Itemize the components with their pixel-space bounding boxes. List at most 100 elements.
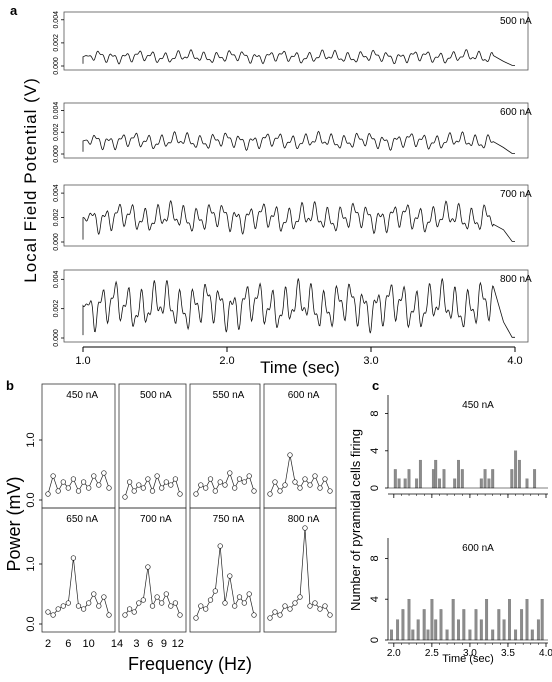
firing-bar bbox=[430, 599, 434, 641]
x-tick-label: 10 bbox=[83, 638, 95, 650]
firing-bar bbox=[457, 619, 460, 641]
y-tick-label: 0.0 bbox=[25, 492, 37, 507]
spectrum-point bbox=[75, 488, 82, 494]
y-tick-label: 0 bbox=[369, 637, 381, 643]
spectrum-point bbox=[267, 491, 273, 497]
firing-bar bbox=[497, 609, 501, 641]
spectrum-point bbox=[149, 603, 156, 609]
x-tick-label: 4.0 bbox=[507, 355, 522, 367]
spectrum-point bbox=[193, 491, 199, 497]
panel-b-xlabel: Frequency (Hz) bbox=[128, 654, 252, 674]
spectrum-point bbox=[154, 594, 160, 600]
firing-bar bbox=[520, 609, 524, 641]
x-tick-label: 3.0 bbox=[463, 648, 477, 659]
spectrum-frame bbox=[41, 507, 116, 633]
firing-bar bbox=[453, 478, 457, 489]
spectrum-point bbox=[154, 473, 160, 479]
y-tick-label: 0.004 bbox=[53, 102, 60, 120]
spectrum-point bbox=[287, 606, 293, 612]
spectrum-point bbox=[222, 482, 228, 488]
firing-bar bbox=[517, 459, 521, 489]
firing-bar bbox=[407, 599, 411, 641]
spectrum-label: 700 nA bbox=[140, 514, 172, 525]
firing-bar bbox=[536, 619, 540, 641]
spectrum-point bbox=[327, 488, 333, 494]
lfp-trace-line bbox=[82, 49, 515, 66]
spectrum-point bbox=[327, 612, 333, 618]
y-tick-label: 8 bbox=[369, 555, 381, 561]
spectrum-point bbox=[282, 603, 288, 609]
spectrum-point bbox=[126, 606, 133, 612]
trace-label: 500 nA bbox=[500, 16, 532, 27]
spectrum-point bbox=[65, 485, 71, 491]
spectrum-point bbox=[246, 473, 252, 479]
spectrum-point bbox=[272, 609, 278, 615]
firing-bar bbox=[474, 609, 478, 641]
spectrum-point bbox=[292, 479, 298, 485]
spectrum-point bbox=[212, 488, 218, 494]
panel-letter-b: b bbox=[6, 378, 14, 393]
firing-bar bbox=[390, 629, 393, 641]
spectrum-point bbox=[106, 612, 112, 618]
spectrum-point bbox=[126, 479, 133, 485]
spectrum-point bbox=[236, 594, 243, 600]
firing-bar bbox=[403, 478, 407, 489]
spectrum-point bbox=[172, 600, 179, 606]
spectrum-point bbox=[302, 476, 308, 482]
firing-bar bbox=[457, 459, 460, 489]
panel-b: 450 nA 0.0 1.0 500 nA 550 nA 600 nA 650 nA 0.0 1… bbox=[25, 383, 337, 650]
x-tick-label: 2 bbox=[45, 638, 51, 650]
firing-bar bbox=[502, 619, 506, 641]
y-tick-label: 0.000 bbox=[53, 145, 60, 163]
spectrum-point bbox=[322, 603, 328, 609]
spectrum-point bbox=[168, 603, 174, 609]
spectrum-point bbox=[60, 603, 66, 609]
spectrum-point bbox=[70, 476, 77, 482]
x-tick-label: 1.0 bbox=[75, 355, 90, 367]
firing-bar bbox=[485, 599, 489, 641]
y-tick-label: 0.002 bbox=[53, 209, 60, 227]
x-tick-label: 3 bbox=[133, 638, 139, 650]
spectrum-point bbox=[75, 603, 82, 609]
spectrum-point bbox=[222, 600, 228, 606]
y-tick-label: 0.000 bbox=[53, 57, 60, 75]
firing-bar bbox=[530, 629, 534, 641]
spectrum-point bbox=[163, 479, 169, 485]
y-tick-label: 0.004 bbox=[53, 270, 60, 288]
spectrum-point bbox=[297, 594, 303, 600]
spectrum-point bbox=[236, 476, 243, 482]
spectrum-point bbox=[198, 603, 204, 609]
spectrum-point bbox=[282, 482, 288, 488]
spectrum-point bbox=[317, 485, 323, 491]
y-tick-label: 8 bbox=[369, 411, 381, 417]
spectrum-frame bbox=[189, 507, 261, 633]
spectrum-point bbox=[241, 600, 247, 606]
panel-c: 0 4 8 450 nA 0 4 8 600 nA 2.0 2.5 3.0 3.5 4.0 bbox=[369, 395, 552, 659]
lfp-trace-line bbox=[82, 130, 515, 154]
spectrum-point bbox=[172, 476, 179, 482]
spectrum-point bbox=[65, 600, 71, 606]
x-tick-label: 4.0 bbox=[539, 648, 552, 659]
spectrum-point bbox=[131, 609, 137, 615]
spectrum-point bbox=[55, 488, 61, 494]
firing-bar bbox=[407, 469, 411, 489]
firing-bar bbox=[533, 469, 537, 489]
spectrum-point bbox=[277, 612, 283, 618]
spectrum-point bbox=[149, 488, 156, 494]
spectrum-point bbox=[91, 473, 97, 479]
spectrum-point bbox=[232, 485, 238, 491]
firing-bar bbox=[418, 459, 422, 489]
spectrum-point bbox=[241, 479, 247, 485]
firing-bar bbox=[514, 629, 518, 641]
spectrum-point bbox=[212, 588, 218, 594]
spectrum-point bbox=[317, 606, 323, 612]
spectrum-point bbox=[322, 476, 328, 482]
panel-b-ylabel: Power (mV) bbox=[4, 476, 24, 571]
spectrum-point bbox=[159, 600, 165, 606]
firing-bar bbox=[514, 450, 518, 489]
y-tick-label: 4 bbox=[369, 448, 381, 454]
x-tick-label: 12 bbox=[172, 638, 184, 650]
spectrum-point bbox=[307, 482, 313, 488]
y-tick-label: 0.002 bbox=[53, 34, 60, 52]
